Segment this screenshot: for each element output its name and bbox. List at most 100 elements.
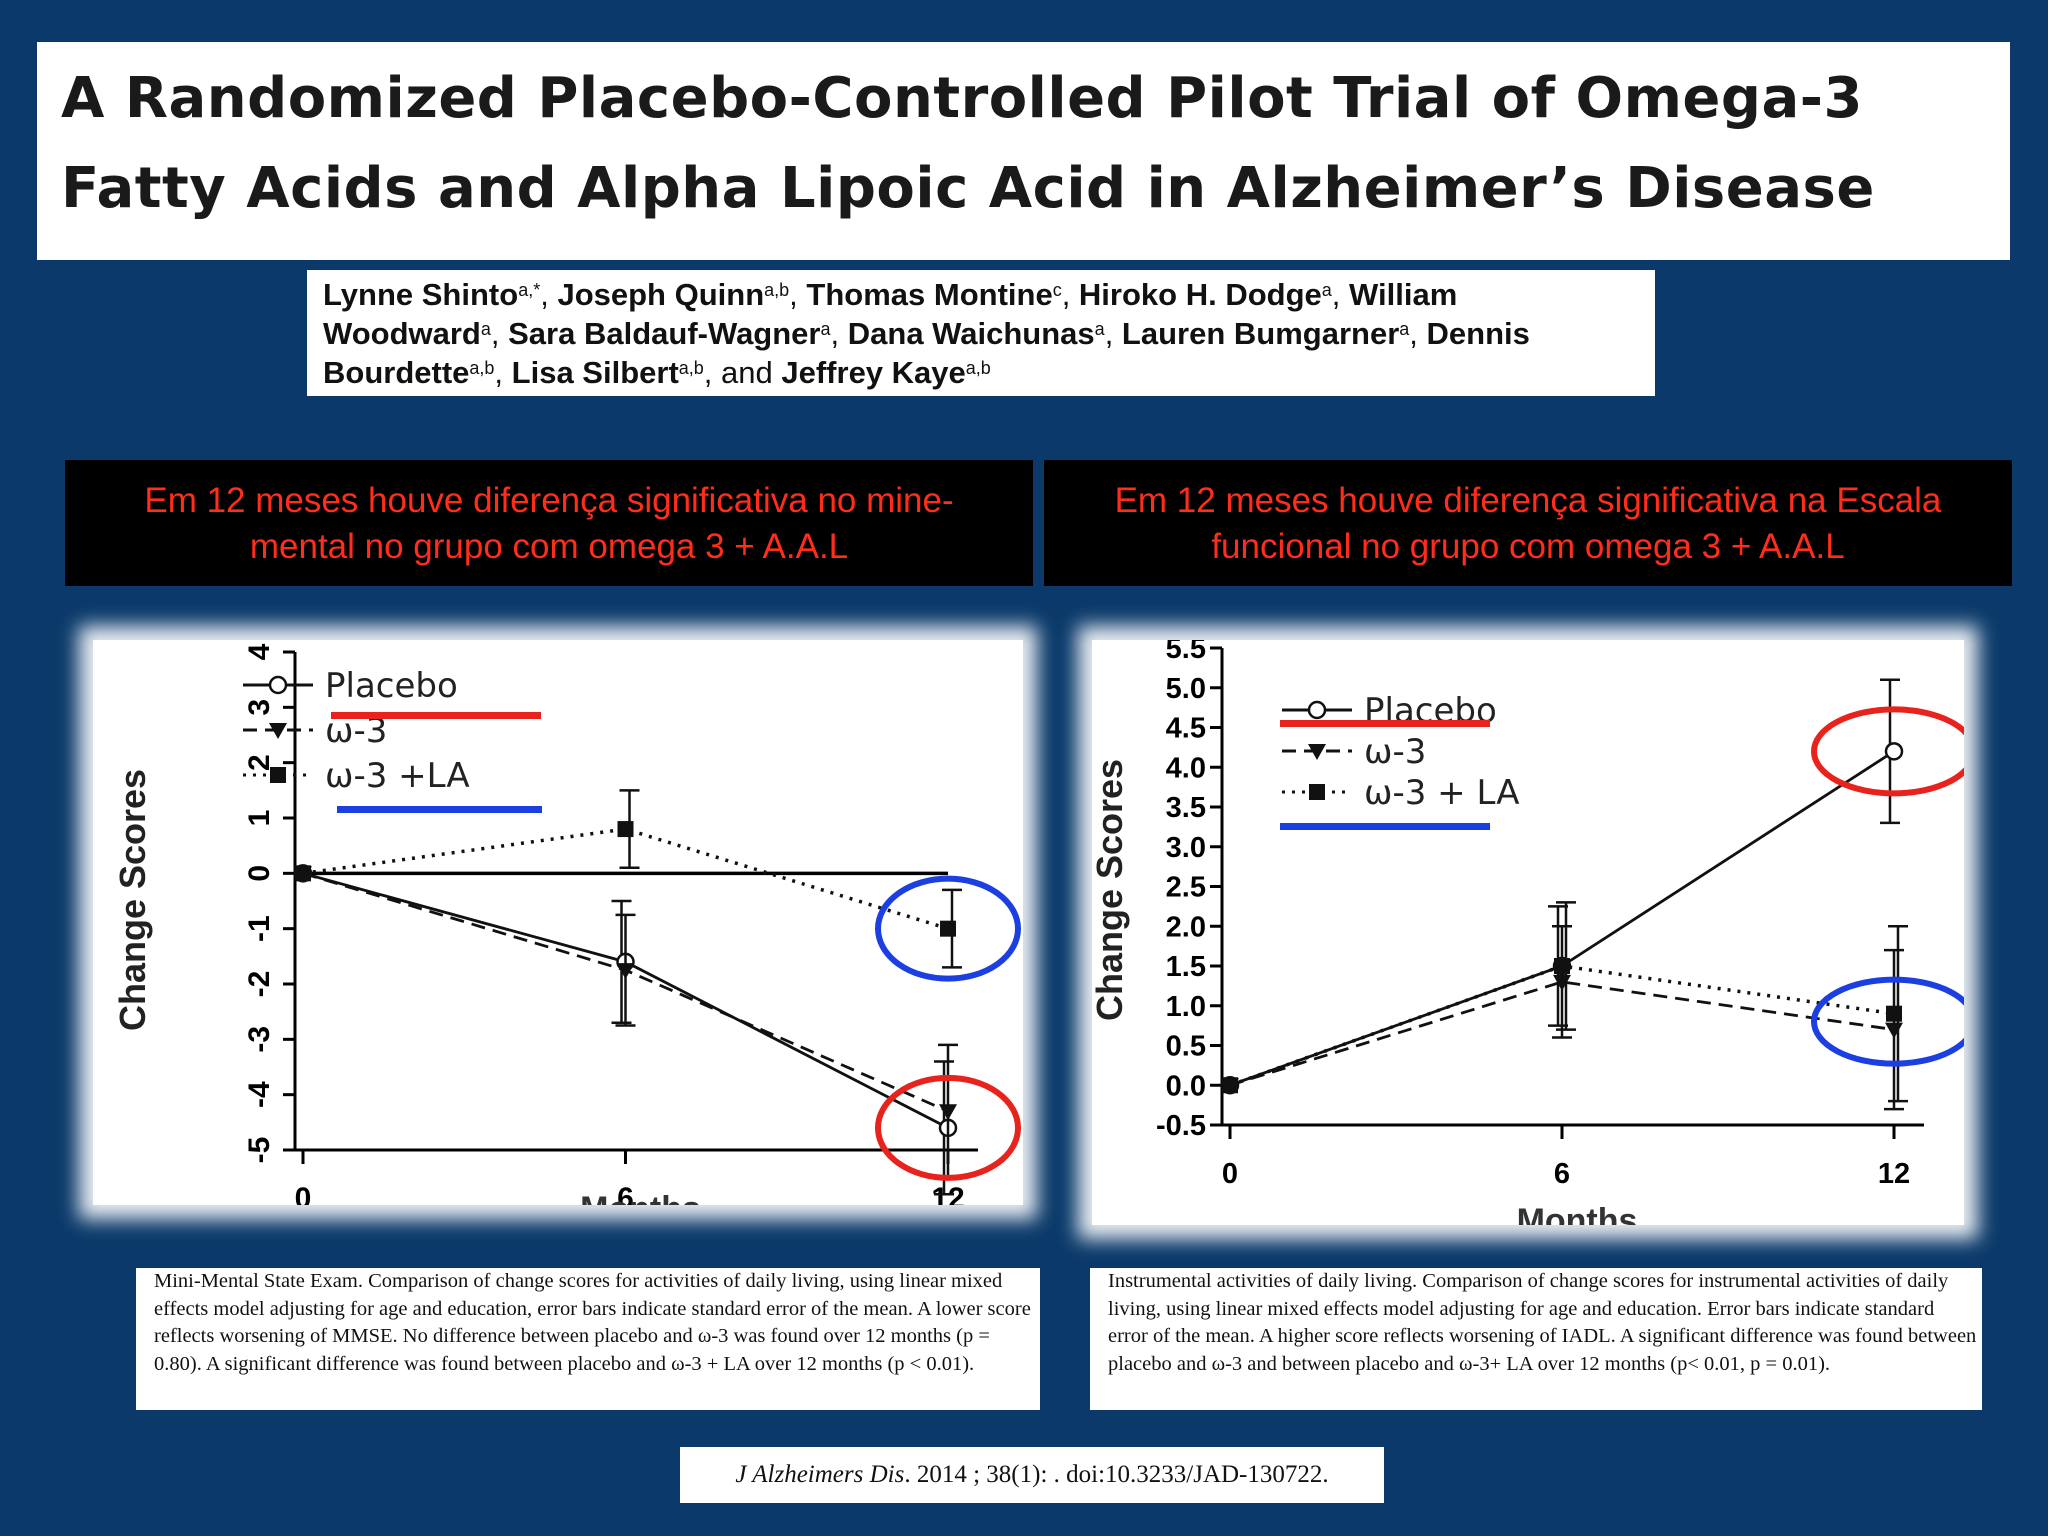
- banner-right-text: Em 12 meses houve diferença significativ…: [1114, 481, 1942, 566]
- y-tick-label: 2: [243, 754, 276, 771]
- legend-marker-1: [269, 723, 287, 739]
- x-tick-label: 6: [617, 1182, 634, 1205]
- y-tick-label: -4: [243, 1081, 276, 1108]
- author-name: Lisa Silbert: [511, 355, 679, 390]
- author-affiliation: a: [1399, 319, 1410, 339]
- author-affiliation: a: [1321, 280, 1332, 300]
- legend-label-1: ω-3: [1364, 732, 1426, 772]
- author-affiliation: a: [820, 319, 831, 339]
- y-tick-label: 2.5: [1166, 872, 1206, 904]
- y-tick-label: 1: [243, 810, 276, 827]
- y-tick-label: -1: [243, 915, 276, 942]
- author-and: and: [721, 355, 782, 390]
- y-axis-label: Change Scores: [112, 769, 153, 1031]
- chart-iadl-panel: -0.5 0.0 0.5 1.0 1.5 2.0 2.5 3.0 3.5 4.0 4.5 5.0 5.5…: [1092, 640, 1964, 1225]
- y-tick-label: 0: [243, 865, 276, 882]
- legend-marker-0: [268, 675, 288, 695]
- author-name: Thomas Montine: [806, 277, 1053, 312]
- banner-right: Em 12 meses houve diferença significativ…: [1044, 460, 2012, 586]
- highlight-circle-1: [875, 1074, 1021, 1181]
- data-point-1: [1885, 1022, 1903, 1039]
- author-affiliation: a,b: [965, 358, 991, 378]
- x-tick-label: 0: [1222, 1158, 1238, 1190]
- legend-label-0: Placebo: [325, 666, 458, 706]
- data-point-2: [295, 865, 311, 882]
- citation-rest: . 2014 ; 38(1): . doi:10.3233/JAD-130722…: [904, 1461, 1329, 1488]
- author-name: Joseph Quinn: [557, 277, 765, 312]
- placebo-highlight-bar: [331, 712, 541, 719]
- y-axis-label: Change Scores: [1092, 759, 1130, 1021]
- authors-box: Lynne Shintoa,*, Joseph Quinna,b, Thomas…: [307, 270, 1655, 396]
- data-point-2: [617, 821, 634, 838]
- author-separator: ,: [789, 277, 807, 312]
- author-affiliation: a,b: [469, 358, 495, 378]
- legend-label-2: ω-3 +LA: [325, 756, 470, 796]
- legend-marker-2: [270, 767, 286, 783]
- paper-title: A Randomized Placebo-Controlled Pilot Tr…: [61, 66, 1875, 221]
- y-tick-label: 0.5: [1166, 1031, 1206, 1063]
- y-tick-label: 0.0: [1166, 1070, 1206, 1102]
- chart-iadl: -0.5 0.0 0.5 1.0 1.5 2.0 2.5 3.0 3.5 4.0 4.5 5.0 5.5…: [1092, 640, 1964, 1225]
- y-tick-label: 3.5: [1166, 792, 1206, 824]
- author-separator: ,: [703, 355, 722, 390]
- banner-left-text: Em 12 meses houve diferença significativ…: [144, 481, 954, 566]
- omega3-la-highlight-bar: [1280, 823, 1490, 830]
- citation: J Alzheimers Dis. 2014 ; 38(1): . doi:10…: [680, 1447, 1384, 1503]
- author-name: William Woodward: [323, 277, 1458, 351]
- y-tick-label: -0.5: [1156, 1110, 1206, 1142]
- author-name: Dana Waichunas: [847, 316, 1095, 351]
- x-axis-label: Months: [1517, 1202, 1638, 1225]
- x-tick-label: 6: [1554, 1158, 1570, 1190]
- author-separator: ,: [1331, 277, 1350, 312]
- author-affiliation: a,b: [764, 280, 790, 300]
- data-point-1: [939, 1104, 957, 1121]
- author-affiliation: a,*: [518, 280, 541, 300]
- author-name: Hiroko H. Dodge: [1078, 277, 1322, 312]
- author-name: Lauren Bumgarner: [1121, 316, 1400, 351]
- author-name: Sara Baldauf-Wagner: [508, 316, 821, 351]
- legend-marker-0: [1307, 700, 1327, 720]
- banner-left: Em 12 meses houve diferença significativ…: [65, 460, 1033, 586]
- caption-right-text: Instrumental activities of daily living.…: [1108, 1270, 1977, 1375]
- author-separator: ,: [1409, 316, 1427, 351]
- author-name: Lynne Shinto: [323, 277, 519, 312]
- y-tick-label: 1.5: [1166, 951, 1206, 983]
- author-affiliation: a,b: [678, 358, 704, 378]
- author-name: Jeffrey Kaye: [781, 355, 966, 390]
- author-separator: ,: [494, 355, 512, 390]
- author-separator: ,: [1104, 316, 1122, 351]
- data-point-0: [1884, 742, 1904, 761]
- legend-label-2: ω-3 + LA: [1364, 773, 1519, 813]
- highlight-circle-0: [875, 875, 1021, 982]
- author-affiliation: a: [480, 319, 491, 339]
- author-affiliation: c: [1052, 280, 1062, 300]
- series-line-1: [1229, 980, 1895, 1087]
- y-tick-label: 3: [243, 699, 276, 716]
- citation-journal: J Alzheimers Dis: [735, 1461, 905, 1488]
- y-tick-label: -3: [243, 1026, 276, 1053]
- author-list: Lynne Shintoa,*, Joseph Quinna,b, Thomas…: [323, 277, 1530, 390]
- highlight-circle-0: [1811, 706, 1964, 797]
- x-tick-label: 12: [1878, 1158, 1910, 1190]
- y-tick-label: 4: [243, 643, 276, 660]
- y-tick-label: 5.0: [1166, 673, 1206, 705]
- placebo-highlight-bar: [1280, 720, 1490, 727]
- data-point-2: [1554, 958, 1570, 974]
- y-tick-label: 4.5: [1166, 713, 1206, 745]
- data-point-2: [940, 920, 956, 937]
- y-tick-label: -5: [243, 1137, 276, 1164]
- caption-right: Instrumental activities of daily living.…: [1090, 1268, 1982, 1410]
- caption-left-text: Mini-Mental State Exam. Comparison of ch…: [154, 1270, 1031, 1375]
- author-separator: ,: [830, 316, 848, 351]
- y-tick-label: 4.0: [1166, 752, 1206, 784]
- y-tick-label: 2.0: [1166, 911, 1206, 943]
- title-box: A Randomized Placebo-Controlled Pilot Tr…: [37, 42, 2010, 260]
- data-point-1: [616, 963, 635, 980]
- author-separator: ,: [1061, 277, 1079, 312]
- highlight-circle-1: [1811, 976, 1964, 1067]
- author-name: Dennis Bourdette: [323, 316, 1530, 390]
- author-affiliation: a: [1094, 319, 1105, 339]
- author-separator: ,: [490, 316, 509, 351]
- author-separator: ,: [540, 277, 558, 312]
